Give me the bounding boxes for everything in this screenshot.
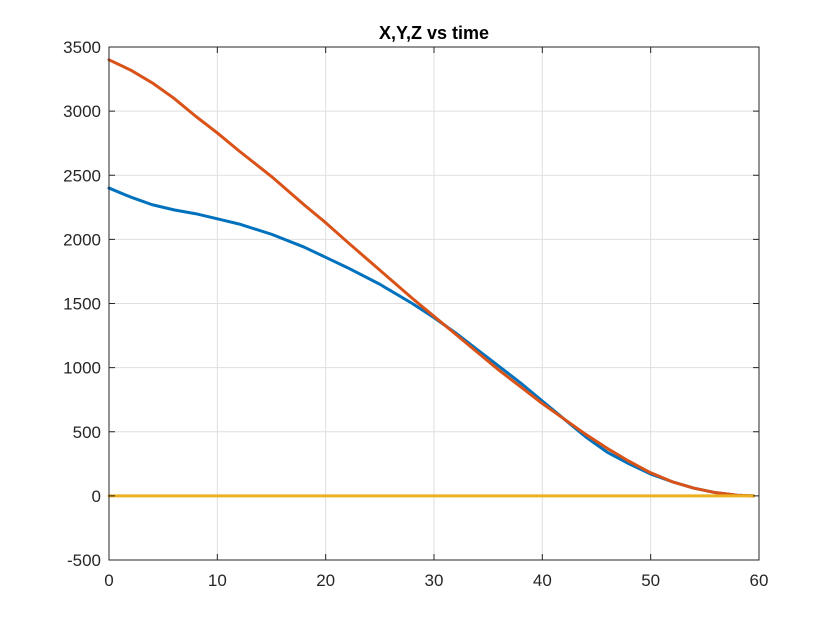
y-tick-label: 500 [73,423,101,442]
y-tick-label: 2500 [63,166,101,185]
y-tick-label: 1500 [63,295,101,314]
chart-title: X,Y,Z vs time [379,23,489,43]
y-tick-label: -500 [67,551,101,570]
x-tick-label: 50 [641,571,660,590]
y-tick-label: 3000 [63,102,101,121]
y-tick-label: 1000 [63,359,101,378]
x-tick-label: 0 [104,571,113,590]
x-tick-label: 60 [750,571,769,590]
x-tick-label: 20 [316,571,335,590]
x-tick-label: 10 [208,571,227,590]
x-tick-label: 40 [533,571,552,590]
y-tick-label: 3500 [63,38,101,57]
x-tick-label: 30 [425,571,444,590]
y-tick-label: 0 [92,487,101,506]
y-tick-label: 2000 [63,230,101,249]
